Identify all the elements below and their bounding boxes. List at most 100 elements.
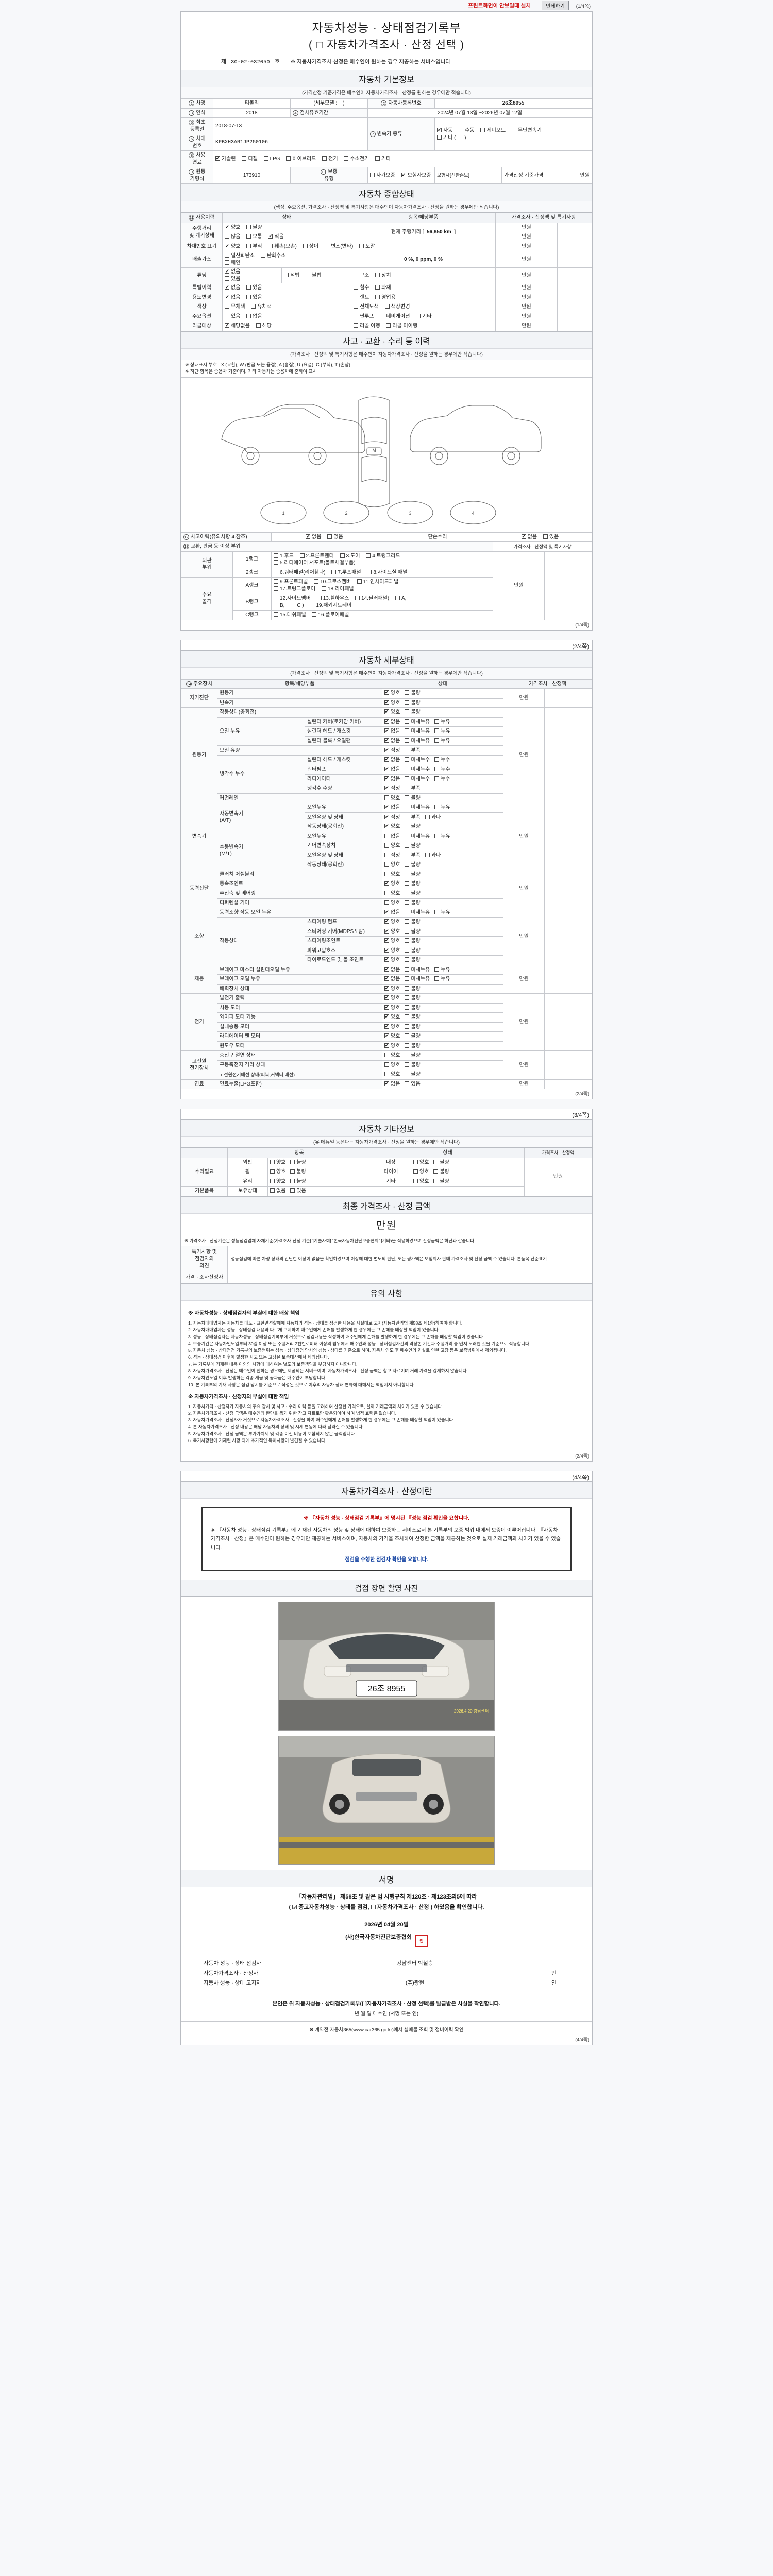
opt-good[interactable]: 양호 — [384, 861, 400, 869]
print-button[interactable]: 인쇄하기 — [542, 1, 569, 10]
opt-leak[interactable]: 누유 — [434, 804, 450, 811]
opt-excess[interactable]: 과다 — [425, 814, 441, 821]
opt-good[interactable]: 양호 — [384, 1032, 400, 1040]
opt-emission-smoke[interactable]: 매연 — [225, 260, 240, 267]
opt-minor-leak[interactable]: 미세누유 — [405, 728, 430, 735]
opt-vin-erased[interactable]: 도말 — [359, 243, 375, 250]
opt-bad[interactable]: 불량 — [405, 709, 421, 716]
opt-special-fire[interactable]: 화재 — [375, 284, 391, 292]
opt-none[interactable]: 없음 — [384, 737, 400, 745]
opt-options-none[interactable]: 없음 — [246, 313, 262, 320]
opt-part-inside-panel[interactable]: 11.인사이드패널 — [357, 579, 398, 586]
opt-bad[interactable]: 불량 — [405, 1033, 421, 1040]
opt-usechange-none[interactable]: 없음 — [225, 294, 240, 301]
opt-fuel-hydrogen[interactable]: 수소전기 — [344, 156, 369, 163]
opt-bad[interactable]: 불량 — [290, 1178, 306, 1185]
checkbox-inspect[interactable] — [292, 1904, 297, 1912]
opt-good[interactable]: 양호 — [384, 1023, 400, 1031]
opt-good[interactable]: 양호 — [413, 1159, 429, 1166]
opt-good[interactable]: 양호 — [384, 699, 400, 707]
opt-minor-leak[interactable]: 미세누유 — [405, 909, 430, 917]
opt-minor-seep[interactable]: 미세누수 — [405, 776, 430, 783]
opt-good[interactable]: 양호 — [384, 871, 400, 878]
opt-none[interactable]: 없음 — [384, 833, 400, 840]
opt-mileage-good[interactable]: 양호 — [225, 224, 240, 231]
opt-part-floor-panel[interactable]: 16.플로어패널 — [312, 612, 349, 619]
opt-none[interactable]: 없음 — [384, 766, 400, 773]
opt-mileage-many[interactable]: 많음 — [225, 233, 240, 241]
opt-bad[interactable]: 불량 — [405, 1062, 421, 1069]
opt-bad[interactable]: 불량 — [405, 890, 421, 897]
opt-insufficient[interactable]: 부족 — [405, 814, 421, 821]
opt-adequate[interactable]: 적정 — [384, 852, 400, 859]
opt-part-door[interactable]: 3.도어 — [340, 553, 360, 560]
opt-bad[interactable]: 불량 — [405, 957, 421, 964]
opt-part-rear-panel[interactable]: 18.리어패널 — [321, 586, 354, 593]
opt-good[interactable]: 양호 — [384, 689, 400, 697]
opt-bad[interactable]: 불량 — [405, 842, 421, 850]
opt-bad[interactable]: 불량 — [433, 1168, 449, 1176]
opt-bad[interactable]: 불량 — [405, 995, 421, 1002]
opt-color-changed[interactable]: 색상변경 — [384, 303, 410, 311]
opt-minor-leak[interactable]: 미세누유 — [405, 738, 430, 745]
opt-tuning-structure[interactable]: 구조 — [354, 272, 369, 279]
opt-bad[interactable]: 불량 — [405, 928, 421, 936]
opt-leak[interactable]: 누유 — [434, 728, 450, 735]
opt-bad[interactable]: 불량 — [405, 700, 421, 707]
opt-none[interactable]: 없음 — [384, 909, 400, 917]
opt-seep[interactable]: 누수 — [434, 766, 450, 773]
opt-part-front-panel[interactable]: 9.프론트패널 — [274, 579, 308, 586]
opt-mileage-bad[interactable]: 불량 — [246, 224, 262, 231]
opt-good[interactable]: 양호 — [384, 708, 400, 716]
opt-yes[interactable]: 있음 — [405, 1081, 421, 1088]
opt-trans-auto[interactable]: 자동 — [437, 127, 452, 134]
opt-bad[interactable]: 불량 — [405, 1052, 421, 1059]
opt-tuning-illegal[interactable]: 불법 — [306, 272, 322, 279]
opt-good[interactable]: 양호 — [384, 947, 400, 955]
opt-bad[interactable]: 불량 — [405, 919, 421, 926]
opt-accident-none[interactable]: 없음 — [306, 533, 322, 541]
opt-good[interactable]: 양호 — [413, 1178, 429, 1185]
opt-mileage-normal[interactable]: 보통 — [246, 233, 262, 241]
opt-good[interactable]: 양호 — [384, 1062, 400, 1069]
opt-seep[interactable]: 누수 — [434, 776, 450, 783]
opt-good[interactable]: 양호 — [384, 985, 400, 993]
opt-trans-other[interactable]: 기타 ( ) — [437, 134, 466, 142]
opt-part-roof-panel[interactable]: 7.루프패널 — [331, 569, 361, 577]
opt-simple-none[interactable]: 없음 — [521, 533, 537, 541]
opt-part-radiator-support[interactable]: 5.라디에이터 서포트(볼트체결부품) — [274, 560, 356, 567]
opt-bad[interactable]: 불량 — [405, 1071, 421, 1078]
opt-good[interactable]: 양호 — [384, 1013, 400, 1021]
opt-good[interactable]: 양호 — [384, 823, 400, 831]
checkbox-price-survey[interactable] — [371, 1905, 376, 1910]
opt-good[interactable]: 양호 — [384, 1004, 400, 1012]
opt-tuning-none[interactable]: 없음 — [225, 268, 240, 276]
opt-trans-cvt[interactable]: 무단변속기 — [511, 127, 542, 134]
opt-part-sidesill-panel[interactable]: 8.사이드실 패널 — [367, 569, 408, 577]
opt-good[interactable]: 양호 — [270, 1159, 285, 1166]
opt-mileage-few[interactable]: 적음 — [268, 233, 284, 241]
opt-good[interactable]: 양호 — [384, 928, 400, 936]
opt-color-fullpaint[interactable]: 전체도색 — [354, 303, 379, 311]
opt-part-pillar-b[interactable]: B, — [274, 602, 284, 609]
opt-leak[interactable]: 누유 — [434, 967, 450, 974]
opt-color-chromatic[interactable]: 유채색 — [251, 303, 272, 311]
opt-bad[interactable]: 불량 — [433, 1159, 449, 1166]
opt-seep[interactable]: 누수 — [434, 757, 450, 764]
opt-warranty-insurer[interactable]: 보험사보증 — [401, 172, 431, 179]
opt-none[interactable]: 없음 — [384, 718, 400, 726]
opt-none[interactable]: 없음 — [384, 1080, 400, 1088]
opt-good[interactable]: 양호 — [384, 956, 400, 964]
opt-bad[interactable]: 불량 — [405, 795, 421, 802]
opt-vin-diff[interactable]: 상이 — [303, 243, 318, 250]
opt-part-quarter-panel[interactable]: 6.쿼터패널(리어휀다) — [274, 569, 326, 577]
opt-none[interactable]: 없음 — [384, 727, 400, 735]
opt-color-achromatic[interactable]: 무채색 — [225, 303, 245, 311]
opt-trans-semiauto[interactable]: 세미오토 — [480, 127, 506, 134]
opt-options-other[interactable]: 기타 — [416, 313, 432, 320]
opt-none[interactable]: 없음 — [384, 966, 400, 974]
opt-bad[interactable]: 불량 — [405, 823, 421, 831]
opt-bad[interactable]: 불량 — [405, 1005, 421, 1012]
opt-special-none[interactable]: 없음 — [225, 284, 240, 292]
opt-part-side-member[interactable]: 12.사이드멤버 — [274, 595, 311, 602]
